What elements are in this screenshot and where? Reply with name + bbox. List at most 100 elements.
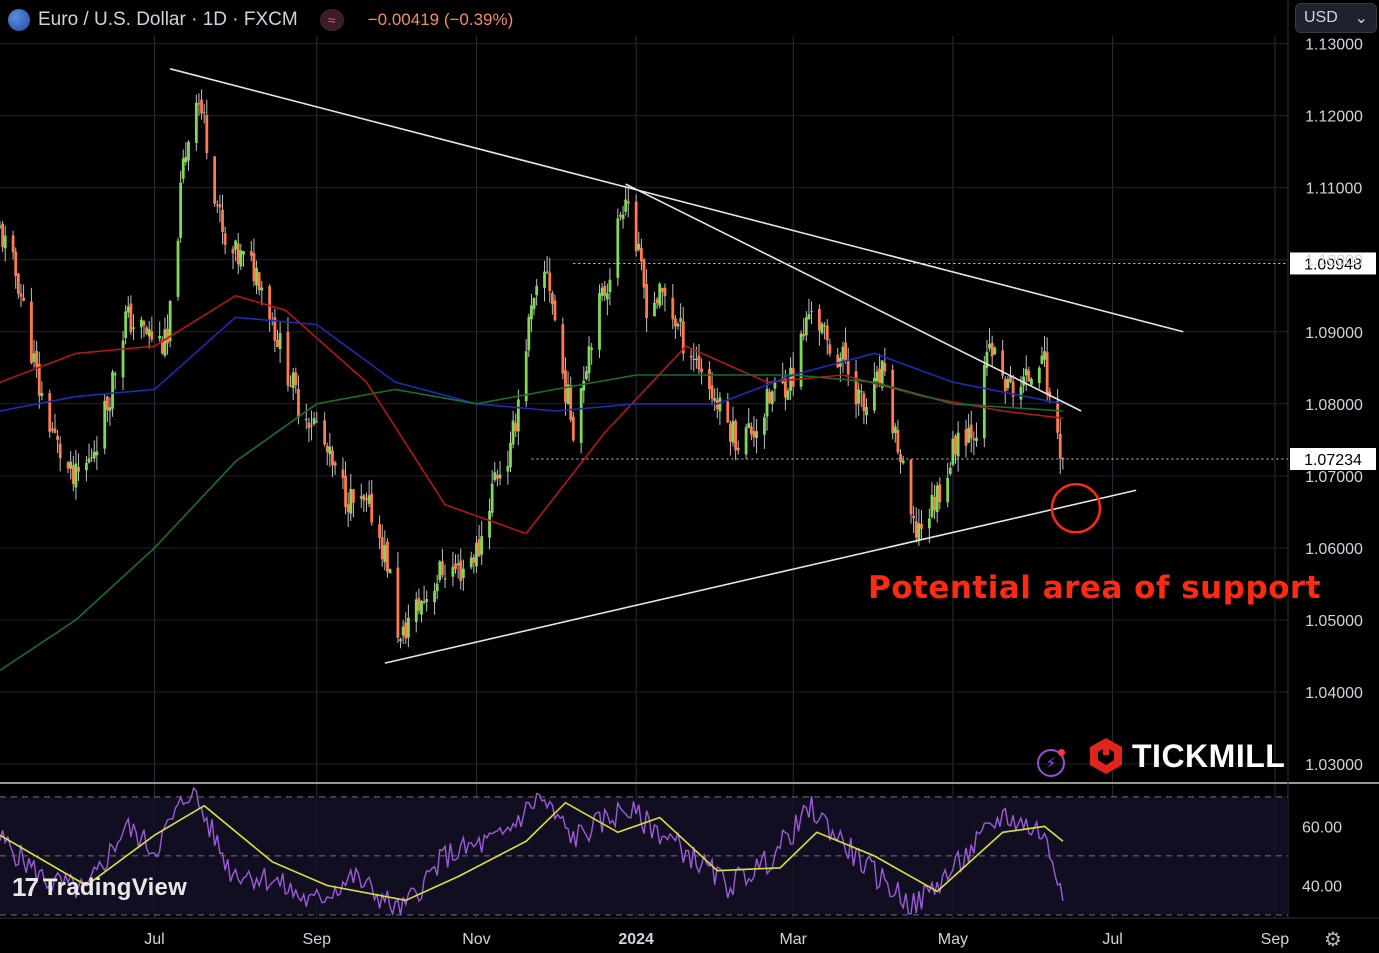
candle-up: [488, 510, 491, 538]
candle-down: [569, 385, 573, 420]
price-tick-label: 1.13000: [1305, 37, 1363, 54]
candle-down: [378, 523, 381, 538]
candle-down: [273, 317, 277, 341]
candle-down: [160, 339, 164, 354]
candle-up: [461, 568, 465, 579]
price-label-text: 1.07234: [1304, 452, 1362, 469]
candle-down: [341, 469, 345, 478]
candle-down: [48, 393, 52, 432]
candle-up: [113, 373, 117, 376]
candle-up: [608, 279, 612, 293]
candle-down: [310, 425, 313, 427]
candle-down: [35, 350, 39, 368]
candle-down: [315, 421, 319, 423]
price-tick-label: 1.10000: [1305, 253, 1363, 270]
candle-up: [810, 311, 813, 313]
tradingview-watermark: 17 TradingView: [12, 872, 187, 903]
candle-down: [1001, 350, 1005, 376]
price-tick-label: 1.06000: [1305, 541, 1363, 558]
candle-up: [694, 358, 698, 360]
candle-down: [681, 321, 685, 354]
candle-up: [1019, 386, 1023, 400]
candle-down: [710, 385, 714, 399]
candle-up: [535, 285, 539, 296]
candle-up: [823, 325, 827, 327]
time-tick-label: Sep: [1261, 931, 1290, 948]
lightning-icon[interactable]: ⚡: [1037, 749, 1065, 777]
candle-down: [639, 247, 643, 262]
candle-down: [370, 493, 374, 523]
price-label-text: 1.09948: [1304, 256, 1362, 273]
candle-up: [658, 283, 662, 306]
candle-down: [619, 214, 622, 217]
candle-up: [988, 343, 991, 349]
candle-up: [234, 240, 238, 250]
candle-down: [441, 561, 444, 576]
candle-up: [857, 389, 861, 404]
candle-down: [1011, 381, 1015, 397]
grid-lines: [0, 36, 1288, 918]
candle-down: [933, 497, 936, 511]
candle-down: [964, 429, 968, 446]
candle-up: [399, 639, 402, 642]
candle-down: [708, 369, 711, 390]
candle-up: [713, 398, 717, 401]
candle-up: [242, 251, 245, 255]
candle-down: [454, 563, 457, 570]
candle-down: [878, 368, 882, 384]
settings-gear-icon[interactable]: ⚙: [1324, 929, 1342, 951]
currency-select[interactable]: USD ⌄: [1295, 3, 1377, 33]
candle-up: [194, 102, 198, 143]
candle-up: [590, 347, 594, 350]
notification-dot: [1058, 749, 1065, 756]
candle-up: [498, 474, 502, 479]
price-tick-label: 1.07000: [1305, 469, 1363, 486]
candle-up: [692, 358, 696, 360]
candle-up: [859, 391, 863, 393]
trendline: [169, 68, 1184, 333]
candle-up: [624, 199, 628, 212]
chevron-down-icon: ⌄: [1354, 10, 1368, 27]
candle-down: [1045, 352, 1049, 395]
candle-down: [443, 578, 447, 580]
trendline: [384, 489, 1137, 664]
candle-down: [380, 537, 384, 560]
candle-up: [451, 566, 455, 577]
candle-up: [367, 495, 371, 504]
support-annotation: Potential area of support: [868, 570, 1322, 606]
candle-up: [773, 381, 777, 389]
candle-down: [129, 303, 133, 333]
candle-down: [514, 423, 518, 432]
candle-down: [417, 598, 421, 611]
candle-up: [260, 287, 264, 291]
candle-down: [14, 251, 18, 276]
candle-up: [406, 617, 410, 638]
candle-up: [532, 297, 536, 309]
candle-down: [1003, 379, 1007, 392]
candle-down: [362, 495, 366, 501]
price-tick-label: 1.12000: [1305, 109, 1363, 126]
wave-icon[interactable]: ≈: [319, 9, 344, 31]
price-tick-label: 1.09000: [1305, 325, 1363, 342]
candle-up: [168, 300, 172, 342]
candle-down: [914, 521, 918, 538]
candle-up: [69, 461, 73, 469]
candle-down: [972, 439, 976, 441]
candle-up: [32, 353, 36, 362]
candle-down: [642, 259, 646, 288]
candle-up: [587, 346, 591, 374]
candle-down: [276, 340, 279, 348]
candle-down: [145, 327, 149, 334]
candle-down: [883, 363, 887, 372]
candle-up: [184, 156, 188, 163]
candle-down: [53, 428, 57, 433]
candle-up: [511, 420, 515, 445]
chart-header: Euro / U.S. Dollar · 1D · FXCM ≈ −0.0041…: [8, 6, 513, 34]
symbol-title[interactable]: Euro / U.S. Dollar · 1D · FXCM: [38, 9, 298, 30]
candle-up: [653, 302, 656, 317]
candle-up: [975, 437, 978, 441]
candle-up: [545, 271, 549, 273]
candle-up: [799, 333, 803, 387]
candle-down: [472, 557, 476, 563]
